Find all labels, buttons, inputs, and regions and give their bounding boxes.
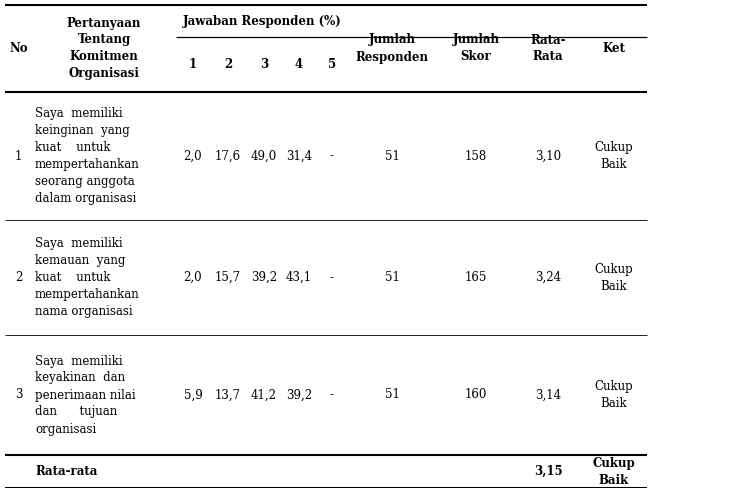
Text: Rata-rata: Rata-rata <box>35 465 97 478</box>
Text: 3,14: 3,14 <box>535 388 561 402</box>
Text: No: No <box>9 42 28 55</box>
Text: 3,10: 3,10 <box>535 149 561 163</box>
Text: Pertanyaan
Tentang
Komitmen
Organisasi: Pertanyaan Tentang Komitmen Organisasi <box>67 17 141 81</box>
Text: 39,2: 39,2 <box>251 271 277 284</box>
Text: 1: 1 <box>189 58 197 71</box>
Text: Saya  memiliki
keyakinan  dan
penerimaan nilai
dan      tujuan
organisasi: Saya memiliki keyakinan dan penerimaan n… <box>35 354 135 435</box>
Text: 3: 3 <box>15 388 23 402</box>
Text: 3,24: 3,24 <box>535 271 561 284</box>
Text: 17,6: 17,6 <box>215 149 241 163</box>
Text: Cukup
Baik: Cukup Baik <box>594 141 633 171</box>
Text: 3,15: 3,15 <box>534 465 562 478</box>
Text: -: - <box>330 271 334 284</box>
Text: 49,0: 49,0 <box>251 149 277 163</box>
Text: 165: 165 <box>465 271 487 284</box>
Text: 158: 158 <box>465 149 487 163</box>
Text: Rata-
Rata: Rata- Rata <box>530 34 566 63</box>
Text: 41,2: 41,2 <box>251 388 277 402</box>
Text: 51: 51 <box>384 149 399 163</box>
Text: 43,1: 43,1 <box>286 271 312 284</box>
Text: 2,0: 2,0 <box>183 149 202 163</box>
Text: 1: 1 <box>15 149 23 163</box>
Text: -: - <box>330 149 334 163</box>
Text: -: - <box>330 388 334 402</box>
Text: 3: 3 <box>260 58 268 71</box>
Text: 160: 160 <box>465 388 487 402</box>
Text: 5,9: 5,9 <box>183 388 202 402</box>
Text: Cukup
Baik: Cukup Baik <box>592 456 635 487</box>
Text: 2: 2 <box>15 271 23 284</box>
Text: Jumlah
Skor: Jumlah Skor <box>453 34 499 63</box>
Text: 51: 51 <box>384 271 399 284</box>
Text: 2: 2 <box>224 58 232 71</box>
Text: 51: 51 <box>384 388 399 402</box>
Text: Jumlah
Responden: Jumlah Responden <box>356 34 429 63</box>
Text: 4: 4 <box>295 58 303 71</box>
Text: 5: 5 <box>328 58 336 71</box>
Text: Cukup
Baik: Cukup Baik <box>594 263 633 292</box>
Text: Cukup
Baik: Cukup Baik <box>594 380 633 410</box>
Text: Ket: Ket <box>602 42 625 55</box>
Text: 2,0: 2,0 <box>183 271 202 284</box>
Text: 31,4: 31,4 <box>286 149 312 163</box>
Text: Jawaban Responden (%): Jawaban Responden (%) <box>183 15 341 27</box>
Text: 13,7: 13,7 <box>215 388 241 402</box>
Text: 39,2: 39,2 <box>286 388 312 402</box>
Text: Saya  memiliki
kemauan  yang
kuat    untuk
mempertahankan
nama organisasi: Saya memiliki kemauan yang kuat untuk me… <box>35 237 140 318</box>
Text: Saya  memiliki
keinginan  yang
kuat    untuk
mempertahankan
seorang anggota
dala: Saya memiliki keinginan yang kuat untuk … <box>35 107 140 205</box>
Text: 15,7: 15,7 <box>215 271 241 284</box>
